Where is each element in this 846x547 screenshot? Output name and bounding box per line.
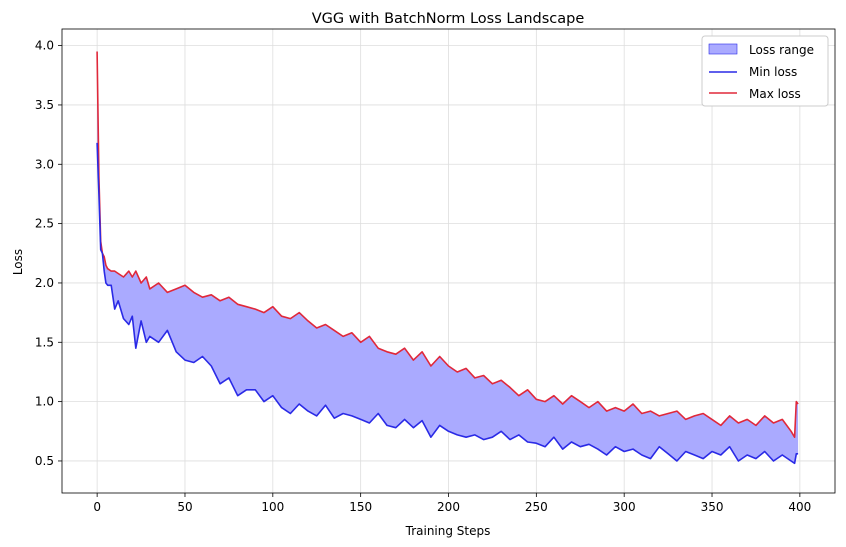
x-axis-ticks: 0 50 100 150 200 250 300 350 400 (93, 493, 811, 514)
y-tick-label: 2.5 (35, 217, 54, 231)
y-tick-label: 1.5 (35, 335, 54, 349)
y-tick-label: 0.5 (35, 454, 54, 468)
loss-range-fill (97, 51, 799, 464)
min-loss-line-group (96, 142, 799, 465)
max-loss-line (96, 51, 799, 439)
max-loss-line-group (96, 51, 799, 439)
y-tick-label: 3.0 (35, 157, 54, 171)
legend-label-min-loss: Min loss (749, 65, 797, 79)
legend-label-loss-range: Loss range (749, 43, 814, 57)
y-axis-ticks: 0.5 1.0 1.5 2.0 2.5 3.0 3.5 4.0 (35, 39, 62, 468)
x-tick-label: 300 (613, 500, 636, 514)
y-tick-label: 2.0 (35, 276, 54, 290)
x-tick-label: 200 (437, 500, 460, 514)
y-axis-title: Loss (11, 249, 25, 275)
x-tick-label: 50 (177, 500, 192, 514)
x-tick-label: 100 (261, 500, 284, 514)
x-axis-title: Training Steps (405, 524, 491, 538)
legend: Loss range Min loss Max loss (701, 35, 829, 107)
x-tick-label: 0 (93, 500, 101, 514)
y-tick-label: 3.5 (35, 98, 54, 112)
y-tick-label: 1.0 (35, 395, 54, 409)
x-tick-label: 400 (788, 500, 811, 514)
chart-title: VGG with BatchNorm Loss Landscape (312, 11, 585, 27)
x-tick-label: 150 (349, 500, 372, 514)
min-loss-line (96, 142, 799, 465)
legend-label-max-loss: Max loss (749, 87, 801, 101)
x-tick-label: 350 (701, 500, 724, 514)
legend-swatch-loss-range (708, 43, 738, 55)
y-tick-label: 4.0 (35, 39, 54, 53)
x-tick-label: 250 (525, 500, 548, 514)
